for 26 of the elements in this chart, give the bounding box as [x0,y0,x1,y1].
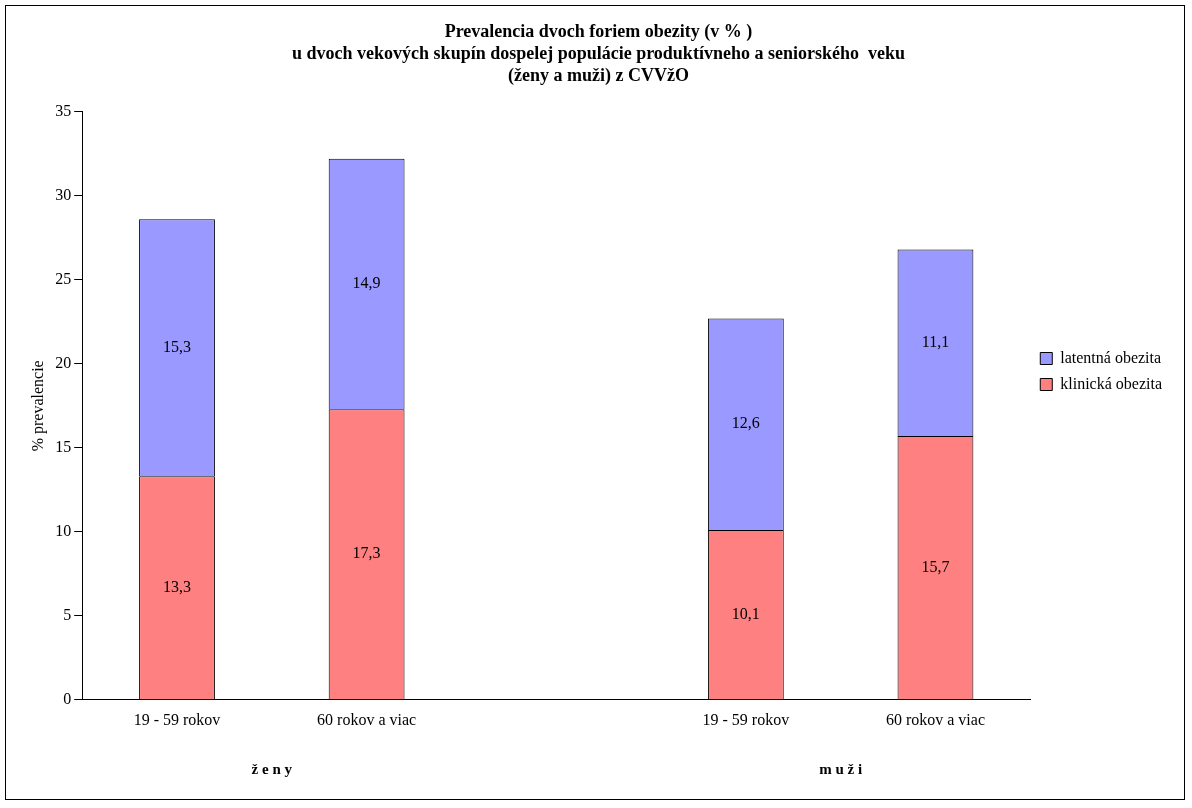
data-label: 10,1 [731,604,760,622]
chart-title: Prevalencia dvoch foriem obezity (v % ) u dvoch vekových skupín dospelej populácie produktívneho a seniorského veku (ženy a muži) z CVVžO [292,21,905,86]
text: m u ž i [819,760,863,777]
x-tick-label: 60 rokov a viac [885,710,985,728]
y-tick-label: 20 [55,354,72,371]
data-label: 15,7 [921,557,950,575]
x-tick-label: 19 - 59 rokov [133,710,221,728]
y-tick-label: 30 [55,186,72,203]
y-tick-label: 15 [55,438,72,455]
data-label: 15,3 [163,338,192,356]
data-label: 14,9 [352,274,381,292]
legend-label: latentná obezita [1060,348,1162,366]
legend-label: klinická obezita [1060,374,1162,392]
x-tick-label: 60 rokov a viac [317,710,417,728]
x-tick-label: 19 - 59 rokov [702,710,790,728]
text: ž e n y [251,760,293,777]
y-axis-title: % prevalencie [28,360,47,452]
y-tick-label: 5 [63,606,72,623]
data-label: 13,3 [163,578,192,596]
data-label: 17,3 [352,544,381,562]
y-tick-label: 35 [55,102,72,119]
data-label: 11,1 [921,333,950,350]
y-tick-label: 25 [55,270,72,287]
y-tick-label: 10 [55,522,72,539]
data-label: 12,6 [731,414,760,432]
y-tick-label: 0 [63,690,72,707]
